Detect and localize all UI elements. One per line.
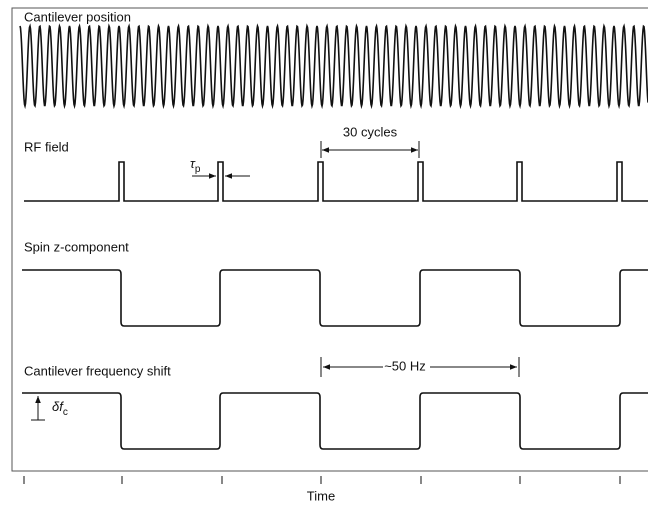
cycles-label: 30 cycles xyxy=(343,124,398,139)
rf-pulses xyxy=(24,161,648,202)
trace-label: Cantilever position xyxy=(24,9,131,24)
trace-label: RF field xyxy=(24,139,69,154)
trace-label: Spin z-component xyxy=(24,239,129,254)
subscript: p xyxy=(195,164,201,175)
symbol: τ xyxy=(190,156,196,171)
axis-label: Time xyxy=(307,488,335,503)
frequency-wave xyxy=(22,392,648,450)
frame xyxy=(11,7,648,472)
period-label: ~50 Hz xyxy=(384,358,426,373)
pulse-width-label: τp xyxy=(190,156,201,174)
symbol: δf xyxy=(52,399,64,414)
shift-label: δfc xyxy=(52,399,68,417)
subscript: c xyxy=(63,407,68,418)
trace-label: Cantilever frequency shift xyxy=(24,363,171,378)
time-axis xyxy=(23,476,621,484)
spin-wave xyxy=(22,269,648,327)
cantilever-wave xyxy=(19,23,648,110)
